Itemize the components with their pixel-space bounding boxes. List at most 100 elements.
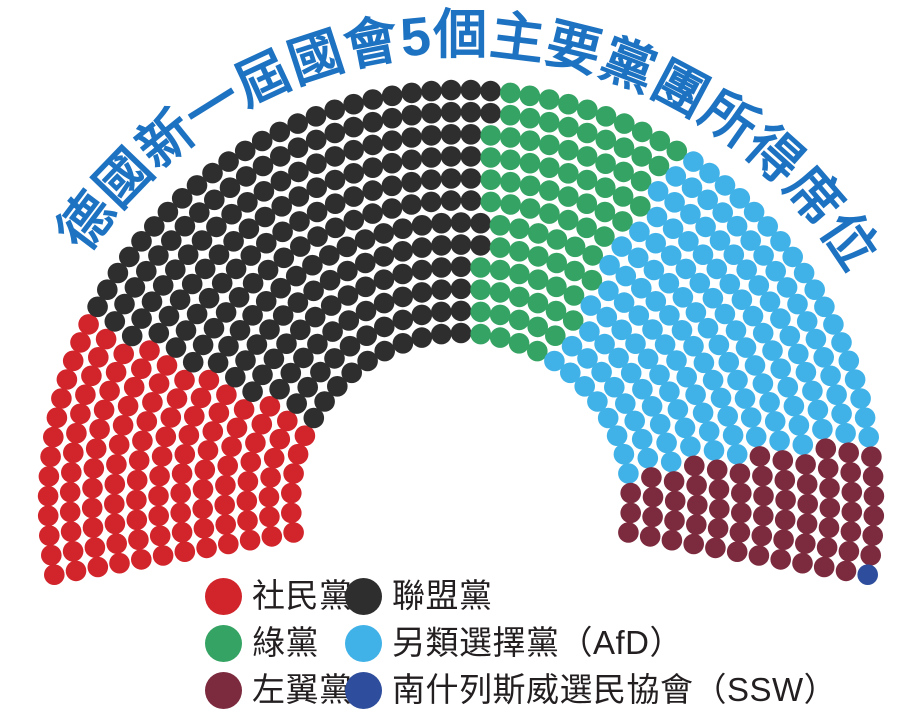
seat-dot — [665, 166, 687, 187]
seat-dot — [259, 506, 280, 528]
seat-dot — [136, 411, 158, 432]
seat-dot — [182, 351, 204, 373]
seat-dot — [283, 463, 304, 484]
seat-dot — [373, 269, 395, 291]
seat-dot — [702, 287, 724, 309]
seat-dot — [620, 482, 641, 504]
seat-dot — [440, 146, 462, 167]
seat-dot — [235, 350, 256, 371]
seat-dot — [582, 245, 603, 266]
seat-dot — [136, 260, 157, 282]
seat-dot — [519, 130, 541, 151]
seat-dot — [123, 376, 145, 398]
seat-dot — [731, 289, 753, 311]
seat-dot — [683, 335, 704, 357]
legend-swatch-union — [345, 577, 382, 615]
seat-dot — [576, 146, 598, 167]
seat-dot — [641, 396, 663, 417]
seat-dot — [104, 311, 126, 332]
seat-dot — [765, 260, 786, 282]
seat-dot — [480, 80, 501, 102]
seat-dot — [489, 304, 511, 326]
seat-dot — [544, 350, 565, 372]
seat-dot — [745, 426, 767, 448]
seat-dot — [197, 440, 219, 461]
seat-dot — [564, 236, 586, 258]
seat-dot — [178, 424, 200, 446]
legend-label-left: 左翼黨 — [252, 671, 353, 708]
seat-dot — [671, 320, 693, 341]
seat-dot — [858, 426, 879, 448]
seat-dot — [307, 226, 328, 247]
seat-dot — [70, 403, 91, 425]
seat-dot — [420, 191, 442, 213]
seat-dot — [81, 365, 102, 387]
seat-dot — [392, 263, 414, 285]
seat-dot — [215, 475, 236, 496]
seat-dot — [489, 259, 511, 281]
seat-dot — [421, 147, 442, 168]
seat-dot — [211, 272, 233, 294]
seat-dot — [819, 477, 840, 499]
seat-dot — [804, 279, 825, 301]
seat-dot — [56, 369, 78, 390]
seat-dot — [861, 446, 882, 468]
seat-dot — [306, 177, 328, 198]
seat-dot — [374, 340, 396, 362]
seat-dot — [676, 366, 697, 388]
seat-dot — [170, 502, 191, 524]
seat-dot — [611, 319, 632, 341]
seat-dot — [646, 206, 668, 228]
seat-dot — [595, 129, 617, 151]
seat-dot — [177, 244, 199, 265]
seat-dot — [703, 440, 725, 461]
seat-dot — [362, 134, 384, 156]
legend-item-spd: 社民黨 — [205, 577, 352, 615]
seat-dot — [276, 333, 297, 355]
seat-dot — [735, 337, 757, 358]
seat-dot — [303, 407, 325, 429]
seat-dot — [618, 463, 639, 484]
seat-dot — [663, 471, 685, 492]
seat-dot — [595, 106, 617, 127]
seat-dot — [788, 343, 809, 365]
seat-dot — [208, 244, 230, 265]
seat-dot — [95, 328, 117, 350]
seat-dot — [862, 466, 884, 487]
seat-dot — [614, 113, 635, 134]
seat-dot — [649, 364, 670, 386]
seat-dot — [612, 211, 633, 232]
seat-dot — [373, 246, 395, 267]
seat-dot — [662, 218, 684, 239]
seat-dot — [126, 489, 147, 511]
seat-dot — [327, 376, 348, 397]
seat-dot — [289, 211, 310, 232]
seat-dot — [857, 564, 878, 585]
seat-dot — [355, 300, 377, 322]
seat-dot — [271, 196, 293, 217]
seat-dot — [277, 410, 298, 432]
seat-dot — [78, 314, 99, 335]
seat-dot — [645, 232, 666, 254]
seat-dot — [687, 494, 708, 516]
seat-dot — [202, 421, 224, 442]
seat-dot — [620, 502, 641, 524]
seat-dot — [795, 533, 816, 554]
seat-dot — [717, 406, 738, 427]
seat-dot — [770, 358, 791, 380]
seat-dot — [336, 236, 358, 258]
legend-swatch-ssw — [345, 671, 382, 709]
seat-dot — [519, 175, 541, 197]
seat-dot — [792, 552, 813, 574]
seat-dot — [322, 321, 343, 342]
seat-dot — [44, 564, 65, 585]
seat-dot — [381, 107, 403, 129]
seat-dot — [740, 230, 761, 251]
seat-dot — [235, 166, 257, 187]
seat-dot — [628, 305, 650, 326]
seat-dot — [816, 537, 838, 558]
seat-dot — [796, 311, 818, 332]
seat-dot — [615, 265, 637, 287]
seat-dot — [246, 334, 268, 355]
